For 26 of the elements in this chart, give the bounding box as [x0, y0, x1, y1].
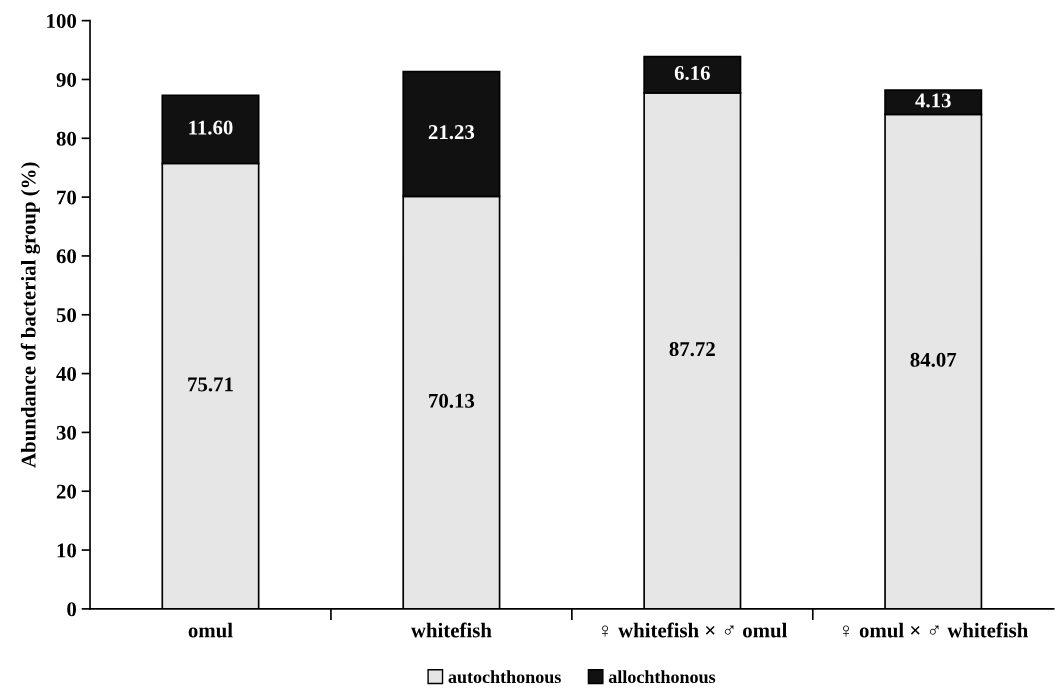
legend-label: allochthonous	[608, 670, 716, 684]
text: 84.07	[910, 352, 957, 367]
text: 75.71	[188, 377, 233, 392]
y-axis-title: Abundance of bacterial group (%)	[20, 162, 41, 468]
y-tick-label: 60	[56, 249, 77, 264]
x-tick-label: omul	[188, 622, 233, 638]
text: 21.23	[428, 125, 475, 140]
y-tick-label: 20	[56, 484, 77, 499]
y-tick-label: 100	[47, 14, 77, 29]
x-tick-label: whitefish	[410, 622, 492, 638]
y-tick-label: 50	[56, 308, 77, 323]
text: 4.13	[915, 93, 951, 108]
text: 6.16	[674, 65, 710, 81]
y-tick-label: 0	[67, 602, 77, 617]
text: 70.13	[429, 393, 475, 408]
y-tick-label: 40	[56, 366, 77, 382]
y-tick-label: 10	[57, 543, 77, 558]
text: 87.72	[669, 342, 715, 357]
x-tick-label: ♀ omul × ♂ whitefish	[843, 622, 1028, 638]
y-tick-label: 90	[56, 72, 77, 87]
text: 11.60	[189, 120, 233, 135]
y-tick-label: 70	[57, 190, 77, 205]
legend-label: autochthonous	[448, 670, 561, 684]
y-tick-label: 80	[56, 131, 77, 146]
x-tick-label: ♀ whitefish × ♂ omul	[602, 622, 788, 638]
y-tick-label: 30	[56, 425, 77, 440]
